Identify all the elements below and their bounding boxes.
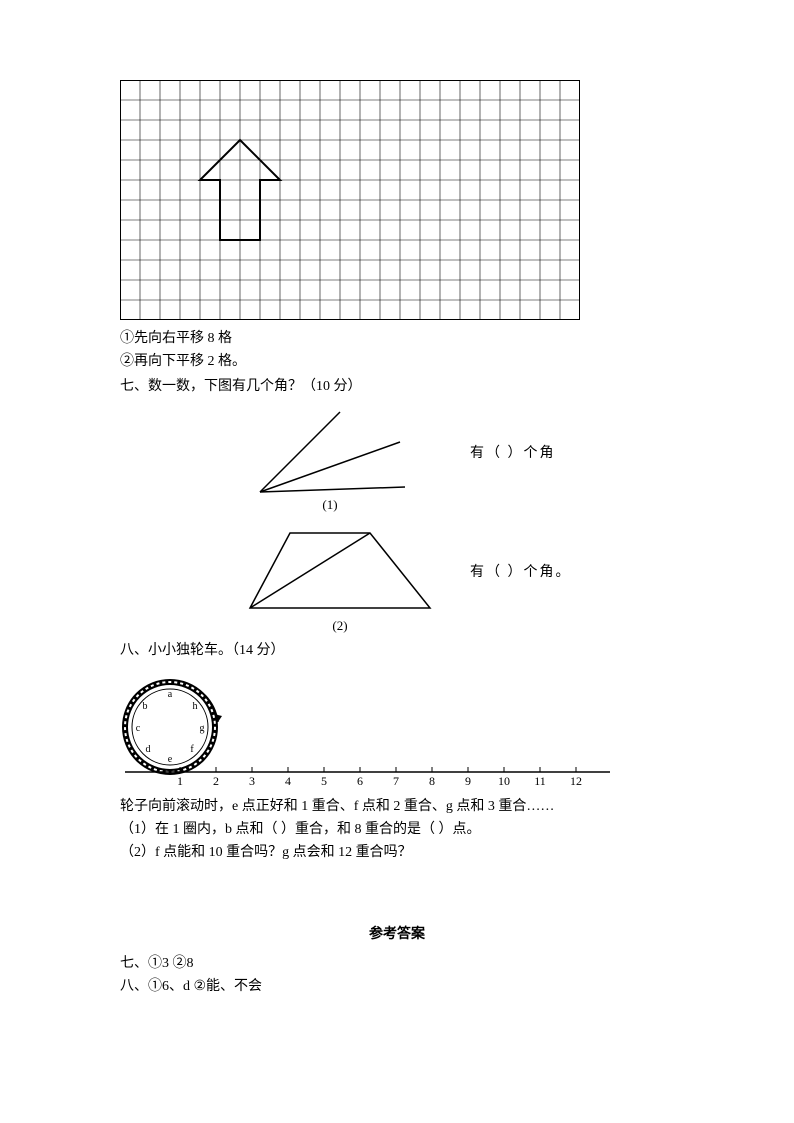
instruction-2: ②再向下平移 2 格。	[120, 351, 674, 372]
answer-8: 八、①6、d ②能、不会	[120, 976, 674, 997]
svg-text:4: 4	[285, 774, 291, 787]
answer-7: 七、①3 ②8	[120, 953, 674, 974]
answers-title: 参考答案	[120, 923, 674, 943]
wheel-svg: a b c d e f g h 1 2 3 4 5 6 7 8 9 10 11	[120, 667, 620, 787]
wheel-label-a: a	[168, 689, 173, 700]
translation-grid	[120, 80, 580, 320]
instruction-1: ①先向右平移 8 格	[120, 328, 674, 349]
svg-text:8: 8	[429, 774, 435, 787]
svg-text:11: 11	[534, 774, 546, 787]
q7-caption-2: (2)	[240, 618, 440, 634]
q8-title: 八、小小独轮车。（14 分）	[120, 640, 674, 661]
svg-text:5: 5	[321, 774, 327, 787]
q8-desc: 轮子向前滚动时，e 点正好和 1 重合、f 点和 2 重合、g 点和 3 重合……	[120, 796, 674, 817]
wheel-label-c: c	[136, 723, 141, 734]
q7-title: 七、数一数，下图有几个角？（10 分）	[120, 376, 674, 397]
svg-text:12: 12	[570, 774, 582, 787]
wheel-label-f: f	[190, 744, 194, 755]
svg-text:2: 2	[213, 774, 219, 787]
wheel-label-d: d	[146, 744, 151, 755]
svg-text:1: 1	[177, 774, 183, 787]
wheel-label-e: e	[168, 754, 173, 765]
wheel-label-b: b	[143, 701, 148, 712]
svg-text:6: 6	[357, 774, 363, 787]
svg-text:10: 10	[498, 774, 510, 787]
svg-text:3: 3	[249, 774, 255, 787]
q7-blank-1: 有（ ）个角	[470, 442, 556, 462]
svg-text:9: 9	[465, 774, 471, 787]
q8-sub1: （1）在 1 圈内，b 点和（ ）重合，和 8 重合的是（ ）点。	[120, 819, 674, 840]
wheel-label-h: h	[193, 701, 198, 712]
svg-text:7: 7	[393, 774, 399, 787]
q8-sub2: （2）f 点能和 10 重合吗？g 点会和 12 重合吗？	[120, 842, 674, 863]
angle-figure-2	[240, 523, 440, 618]
q7-caption-1: (1)	[250, 497, 410, 513]
angle-figure-1	[250, 407, 410, 497]
wheel-label-g: g	[200, 723, 205, 734]
grid-svg	[120, 80, 580, 320]
q7-blank-2: 有（ ）个角。	[470, 561, 572, 581]
